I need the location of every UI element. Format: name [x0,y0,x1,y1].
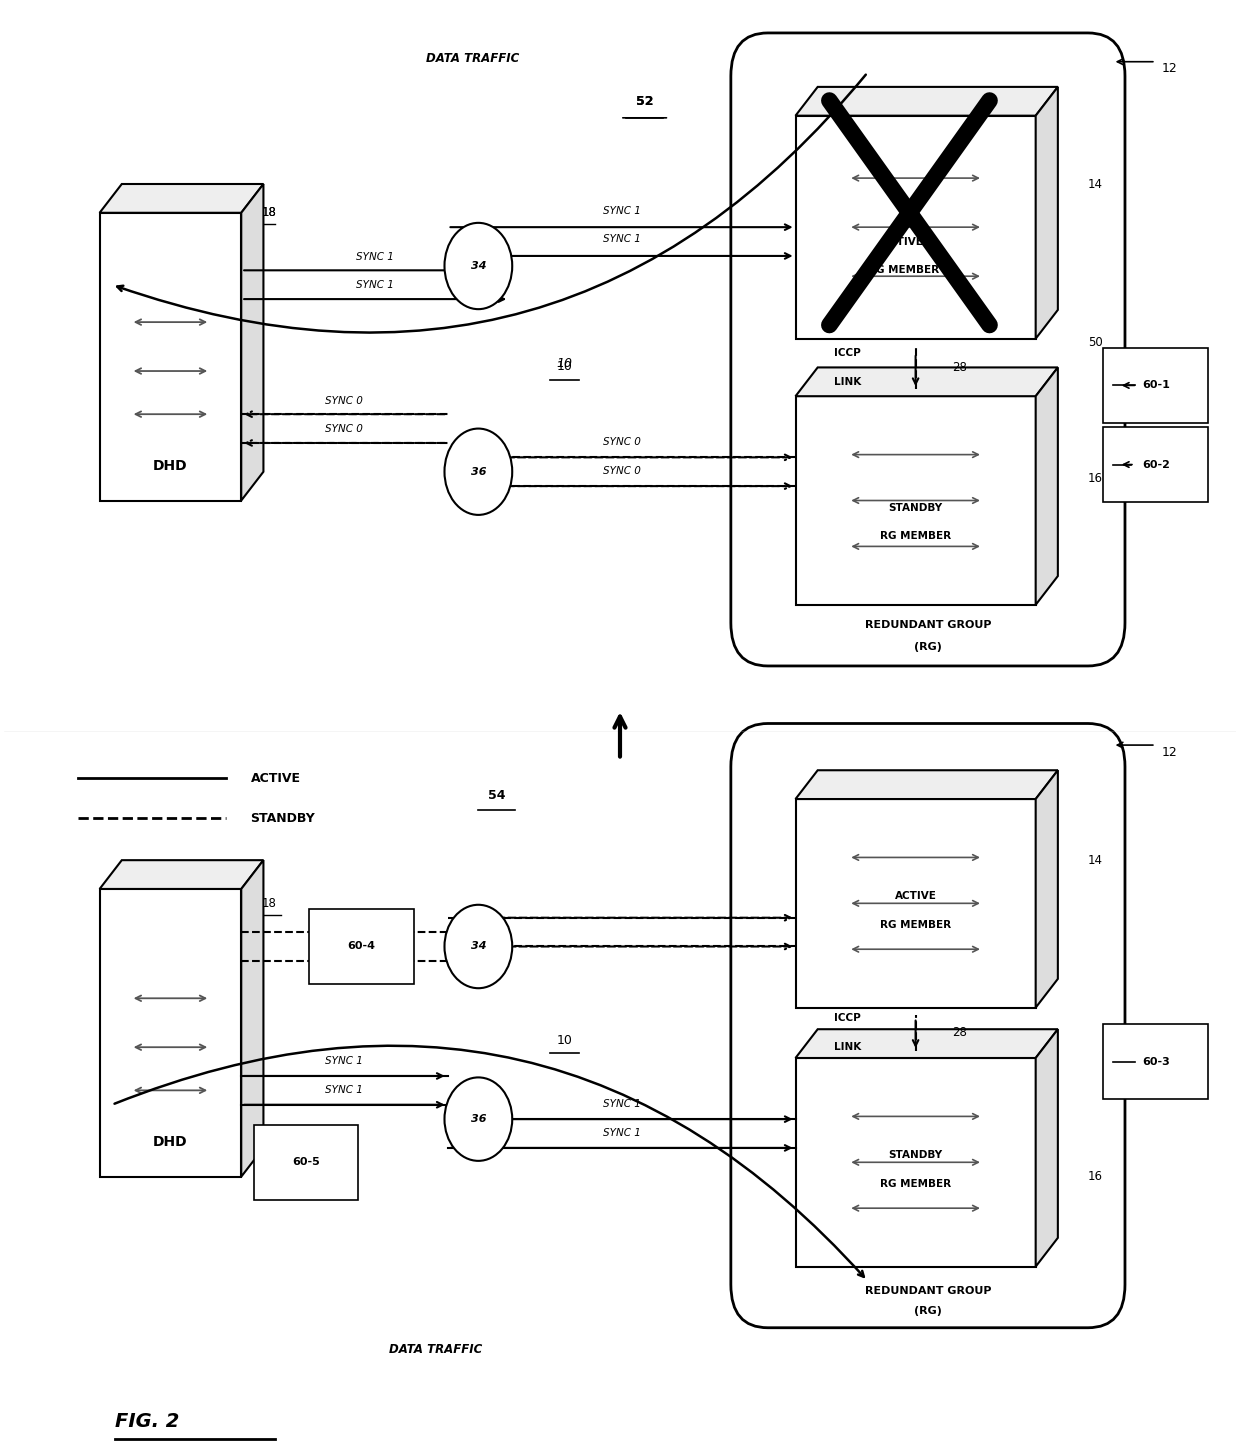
Text: (RG): (RG) [914,1307,942,1317]
Text: 28: 28 [952,1026,967,1039]
Text: 10: 10 [557,357,573,370]
Text: RG MEMBER: RG MEMBER [868,265,939,275]
Text: 16: 16 [1087,472,1104,485]
Text: FIG. 2: FIG. 2 [115,1412,180,1431]
Text: SYNC 1: SYNC 1 [603,1100,641,1108]
Text: SYNC 1: SYNC 1 [325,1085,363,1095]
Text: 16: 16 [1087,1171,1104,1184]
Text: RG MEMBER: RG MEMBER [880,920,951,930]
Polygon shape [796,799,1035,1007]
Text: 10: 10 [557,1033,573,1046]
Polygon shape [796,368,1058,396]
FancyBboxPatch shape [1104,349,1208,423]
FancyBboxPatch shape [253,1124,358,1200]
Text: SYNC 1: SYNC 1 [325,1056,363,1066]
Text: SYNC 0: SYNC 0 [325,395,363,405]
Text: DATA TRAFFIC: DATA TRAFFIC [388,1343,482,1356]
Polygon shape [796,1029,1058,1058]
Polygon shape [1035,770,1058,1007]
Text: ACTIVE: ACTIVE [895,891,936,901]
Text: 14: 14 [1087,854,1104,867]
Text: REDUNDANT GROUP: REDUNDANT GROUP [864,619,991,629]
Text: LINK: LINK [835,1042,862,1052]
Polygon shape [796,116,1035,339]
Text: DHD: DHD [153,459,187,473]
Text: 36: 36 [471,1114,486,1124]
Polygon shape [796,87,1058,116]
Text: 60-4: 60-4 [347,942,376,952]
Text: 34: 34 [471,942,486,952]
Text: 18: 18 [262,897,277,910]
Text: 60-3: 60-3 [1142,1056,1169,1066]
Polygon shape [242,860,263,1176]
Text: 18: 18 [262,207,277,220]
Polygon shape [99,184,263,213]
Text: 60-2: 60-2 [1142,460,1169,469]
Polygon shape [796,396,1035,605]
Text: 36: 36 [471,467,486,476]
Text: SYNC 0: SYNC 0 [325,424,363,434]
Text: 14: 14 [1087,178,1104,191]
Text: ACTIVE: ACTIVE [883,236,924,246]
Text: SYNC 1: SYNC 1 [356,252,394,262]
Polygon shape [796,1058,1035,1266]
Text: STANDBY: STANDBY [889,1150,942,1160]
Text: STANDBY: STANDBY [889,502,942,512]
Text: 18: 18 [262,207,277,220]
Text: ACTIVE: ACTIVE [250,771,300,784]
Polygon shape [99,860,263,888]
Polygon shape [1035,368,1058,605]
Text: STANDBY: STANDBY [250,812,315,825]
Polygon shape [242,184,263,501]
Text: 60-5: 60-5 [293,1158,320,1168]
Polygon shape [1035,87,1058,339]
Text: SYNC 1: SYNC 1 [603,234,641,245]
Polygon shape [99,213,242,501]
Text: 12: 12 [1162,62,1178,75]
Text: 12: 12 [1162,745,1178,758]
Text: SYNC 0: SYNC 0 [603,437,641,447]
Polygon shape [99,888,242,1176]
FancyBboxPatch shape [1104,427,1208,502]
Text: SYNC 0: SYNC 0 [603,466,641,476]
Ellipse shape [444,428,512,515]
Text: SYNC 1: SYNC 1 [603,205,641,216]
Text: 54: 54 [489,789,506,802]
Ellipse shape [444,223,512,310]
Text: 52: 52 [636,96,653,109]
Text: 28: 28 [952,360,967,373]
Text: REDUNDANT GROUP: REDUNDANT GROUP [864,1286,991,1297]
Text: LINK: LINK [835,376,862,386]
Text: DHD: DHD [153,1134,187,1149]
Text: RG MEMBER: RG MEMBER [880,1179,951,1189]
FancyBboxPatch shape [1104,1024,1208,1098]
Ellipse shape [444,1078,512,1160]
Text: SYNC 1: SYNC 1 [603,1127,641,1137]
Text: 52: 52 [636,96,653,109]
Text: DATA TRAFFIC: DATA TRAFFIC [425,52,518,65]
Text: (RG): (RG) [914,641,942,651]
Polygon shape [1035,1029,1058,1266]
Text: SYNC 1: SYNC 1 [356,281,394,291]
Text: RG MEMBER: RG MEMBER [880,531,951,541]
Text: 10: 10 [557,360,573,373]
Text: ICCP: ICCP [835,349,862,357]
FancyBboxPatch shape [309,909,414,984]
Ellipse shape [444,904,512,988]
Text: ICCP: ICCP [835,1013,862,1023]
Text: 34: 34 [471,260,486,271]
Text: 50: 50 [1087,336,1102,349]
Text: 60-1: 60-1 [1142,381,1169,391]
Polygon shape [796,770,1058,799]
